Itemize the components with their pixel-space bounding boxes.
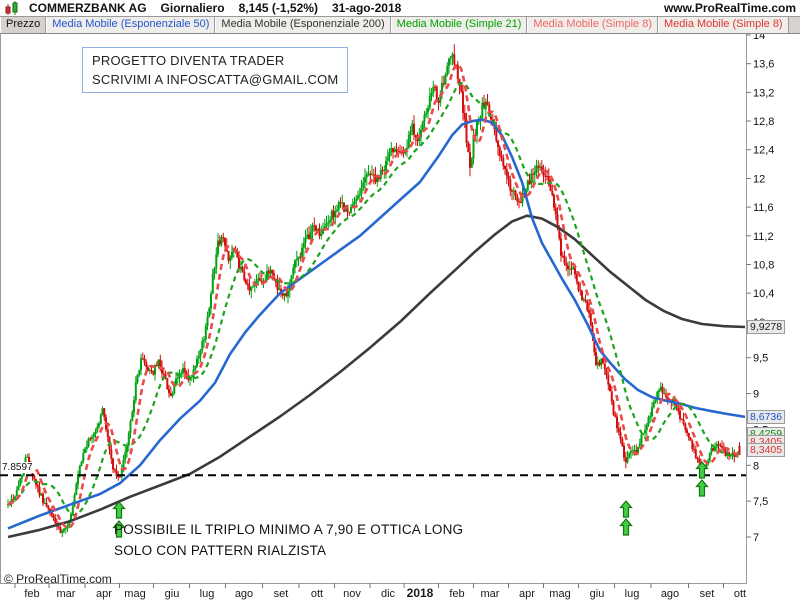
indicator-chip-3[interactable]: Media Mobile (Simple 8) — [527, 17, 658, 33]
buy-arrows — [112, 461, 709, 538]
y-axis: 1413,613,212,812,41211,611,210,810,4109,… — [746, 34, 774, 544]
x-axis: feb mar apr mag giu lug ago set ott nov dic 2018 feb… — [14, 583, 746, 600]
copyright-label: © ProRealTime.com — [4, 572, 112, 586]
svg-text:13,2: 13,2 — [753, 87, 774, 99]
svg-text:feb: feb — [24, 588, 39, 600]
ma-line-ema50 — [7, 118, 746, 530]
annotation-box-line1: PROGETTO DIVENTA TRADER — [92, 53, 285, 68]
svg-text:7: 7 — [753, 532, 759, 544]
indicator-chip-2[interactable]: Media Mobile (Simple 21) — [390, 17, 528, 33]
ma-value-label-0: 9,9278 — [747, 320, 786, 334]
annotation-note-line2: SOLO CON PATTERN RIALZISTA — [114, 543, 327, 558]
svg-text:mar: mar — [481, 588, 500, 600]
svg-text:giu: giu — [590, 588, 605, 600]
up-arrow-icon — [112, 520, 126, 538]
indicator-chips: Media Mobile (Esponenziale 50) Media Mobi… — [46, 17, 789, 33]
svg-text:ago: ago — [661, 588, 679, 600]
ma-value-label-1: 8,6736 — [747, 410, 786, 424]
svg-text:10,4: 10,4 — [753, 288, 774, 300]
svg-text:mag: mag — [124, 588, 145, 600]
svg-text:9: 9 — [753, 389, 759, 401]
svg-text:12,8: 12,8 — [753, 116, 774, 128]
svg-text:set: set — [700, 588, 715, 600]
svg-text:ott: ott — [311, 588, 323, 600]
svg-text:14: 14 — [753, 34, 765, 42]
annotation-box-line2: SCRIVIMI A INFOSCATTA@GMAIL.COM — [92, 72, 339, 87]
svg-text:13,6: 13,6 — [753, 59, 774, 71]
svg-text:12: 12 — [753, 173, 765, 185]
svg-text:8: 8 — [753, 460, 759, 472]
annotation-note[interactable]: POSSIBILE IL TRIPLO MINIMO A 7,90 E OTTI… — [114, 519, 463, 561]
chart-area[interactable]: 1413,613,212,812,41211,611,210,810,4109,… — [0, 34, 800, 600]
svg-text:9,5: 9,5 — [753, 353, 768, 365]
annotation-box[interactable]: PROGETTO DIVENTA TRADER SCRIVIMI A INFOS… — [82, 47, 349, 93]
svg-text:11,2: 11,2 — [753, 231, 774, 243]
site-url: www.ProRealTime.com — [663, 1, 796, 15]
indicator-chip-4[interactable]: Media Mobile (Simple 8) — [658, 17, 789, 33]
ma-line-sma21 — [7, 82, 740, 517]
indicator-chip-0[interactable]: Media Mobile (Esponenziale 50) — [46, 17, 216, 33]
symbol-name: COMMERZBANK AG — [29, 1, 147, 15]
ma-value-label-4: 8,3405 — [747, 443, 786, 457]
svg-text:12,4: 12,4 — [753, 145, 774, 157]
svg-text:lug: lug — [625, 588, 640, 600]
up-arrow-icon — [619, 500, 633, 518]
last-date: 31-ago-2018 — [331, 1, 402, 15]
indicator-chip-1[interactable]: Media Mobile (Esponenziale 200) — [215, 17, 391, 33]
price-pane-label[interactable]: Prezzo — [0, 17, 47, 33]
svg-text:feb: feb — [449, 588, 464, 600]
hline-price-label: 7.8597 — [1, 462, 34, 473]
timeframe-label: Giornaliero — [160, 1, 225, 15]
up-arrow-icon — [112, 501, 126, 519]
svg-text:ago: ago — [235, 588, 253, 600]
svg-text:set: set — [274, 588, 289, 600]
svg-text:dic: dic — [381, 588, 396, 600]
svg-text:lug: lug — [200, 588, 215, 600]
up-arrow-icon — [695, 461, 709, 479]
svg-text:2018: 2018 — [407, 586, 434, 600]
svg-text:ott: ott — [734, 588, 746, 600]
chart-titlebar: COMMERZBANK AG Giornaliero 8,145 (-1,52%… — [0, 0, 800, 17]
last-price: 8,145 (-1,52%) — [238, 1, 318, 15]
ma-line-ema200 — [7, 214, 746, 539]
svg-text:mag: mag — [549, 588, 570, 600]
up-arrow-icon — [695, 479, 709, 497]
svg-text:apr: apr — [519, 588, 535, 600]
svg-text:giu: giu — [165, 588, 180, 600]
svg-text:10,8: 10,8 — [753, 259, 774, 271]
svg-text:nov: nov — [343, 588, 361, 600]
candlestick-logo-icon — [4, 0, 21, 16]
price-chart-canvas[interactable]: 1413,613,212,812,41211,611,210,810,4109,… — [0, 34, 800, 600]
indicator-bar: Prezzo Media Mobile (Esponenziale 50) Med… — [0, 17, 800, 34]
svg-text:apr: apr — [96, 588, 112, 600]
annotation-note-line1: POSSIBILE IL TRIPLO MINIMO A 7,90 E OTTI… — [114, 522, 464, 537]
svg-text:11,6: 11,6 — [753, 202, 774, 214]
svg-text:mar: mar — [57, 588, 76, 600]
candles — [7, 44, 741, 537]
ma-line-sma8 — [7, 63, 740, 530]
svg-text:7,5: 7,5 — [753, 496, 768, 508]
up-arrow-icon — [619, 518, 633, 536]
